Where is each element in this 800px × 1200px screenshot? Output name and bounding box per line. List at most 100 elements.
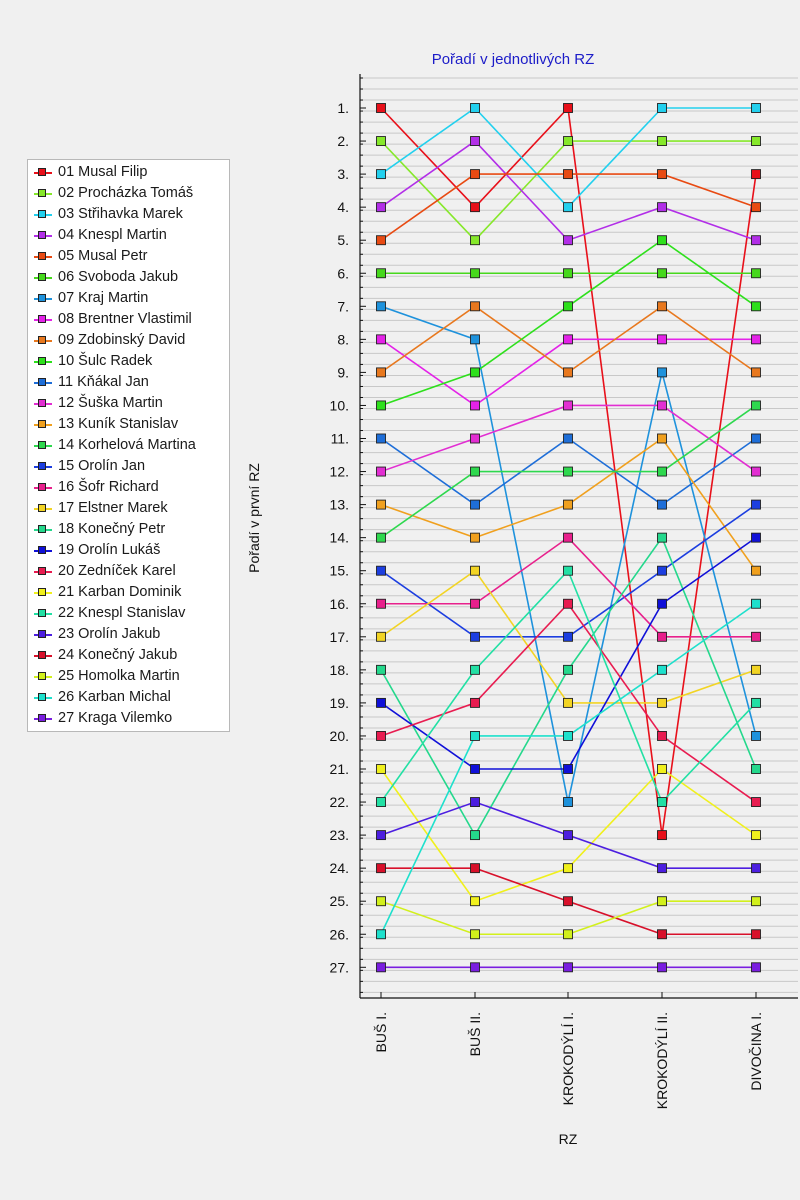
legend-marker	[38, 357, 46, 365]
y-tick-label: 10.	[330, 397, 349, 413]
legend-item: 24 Konečný Jakub	[32, 645, 229, 666]
legend-marker	[38, 693, 46, 701]
legend-item: 15 Orolín Jan	[32, 456, 229, 477]
data-point	[657, 103, 667, 113]
data-point	[376, 367, 386, 378]
axes	[359, 74, 798, 999]
data-point	[470, 797, 480, 807]
legend-item: 27 Kraga Vilemko	[32, 708, 229, 729]
y-tick-label: 4.	[337, 199, 349, 215]
data-point	[563, 466, 573, 477]
legend-item: 17 Elstner Marek	[32, 498, 229, 519]
data-point	[751, 896, 761, 907]
data-point	[470, 136, 480, 147]
data-point	[563, 830, 573, 841]
data-point	[751, 334, 761, 345]
legend-label: 11 Kňákal Jan	[58, 374, 149, 390]
legend-item: 08 Brentner Vlastimil	[32, 309, 229, 330]
y-tick-label: 1.	[337, 100, 349, 116]
legend-item: 26 Karban Michal	[32, 687, 229, 708]
data-point	[751, 268, 761, 279]
series-line	[380, 139, 757, 242]
data-point	[376, 202, 386, 213]
data-point	[470, 830, 480, 841]
data-point	[563, 896, 573, 907]
data-point	[563, 697, 573, 708]
y-tick-label: 12.	[330, 464, 349, 480]
data-point	[657, 400, 667, 411]
data-point	[376, 731, 386, 741]
data-point	[470, 962, 480, 973]
data-point	[563, 499, 573, 510]
legend-marker	[38, 231, 46, 239]
legend-label: 18 Konečný Petr	[58, 521, 166, 537]
legend-label: 26 Karban Michal	[58, 689, 171, 705]
data-point	[376, 631, 386, 642]
data-point	[751, 731, 761, 741]
data-point	[563, 962, 573, 973]
legend-label: 25 Homolka Martin	[58, 668, 180, 684]
legend-item: 07 Kraj Martin	[32, 288, 229, 309]
data-point	[563, 334, 573, 345]
y-tick-label: 23.	[330, 827, 349, 843]
grid-lines	[361, 77, 798, 993]
series-line	[380, 106, 756, 209]
legend-marker	[38, 462, 46, 470]
legend-label: 16 Šofr Richard	[58, 479, 159, 495]
data-point	[657, 268, 667, 279]
x-tick-label: BUŠ II.	[467, 1012, 483, 1056]
legend-marker	[38, 567, 46, 575]
legend-marker	[38, 714, 46, 722]
data-point	[563, 929, 573, 940]
data-point	[751, 367, 761, 378]
data-point	[657, 697, 667, 708]
legend-item: 25 Homolka Martin	[32, 666, 229, 687]
data-point	[376, 764, 386, 774]
legend-label: 12 Šuška Martin	[58, 395, 163, 411]
data-point	[751, 532, 761, 543]
legend-label: 09 Zdobinský David	[58, 332, 186, 348]
legend-item: 01 Musal Filip	[32, 162, 229, 183]
legend-marker	[38, 483, 46, 491]
series-markers	[376, 103, 761, 973]
legend-label: 23 Orolín Jakub	[58, 626, 161, 642]
legend-item: 20 Zedníček Karel	[32, 561, 229, 582]
data-point	[376, 499, 386, 510]
data-point	[657, 764, 667, 774]
data-point	[470, 565, 480, 576]
legend-label: 08 Brentner Vlastimil	[58, 311, 192, 327]
data-point	[470, 367, 480, 378]
data-point	[751, 169, 761, 180]
data-point	[751, 830, 761, 841]
legend-marker	[38, 168, 46, 176]
y-tick-label: 27.	[330, 959, 349, 975]
data-point	[563, 235, 573, 246]
chart-title: Pořadí v jednotlivých RZ	[432, 51, 595, 68]
y-tick-label: 19.	[330, 695, 349, 711]
legend-item: 18 Konečný Petr	[32, 519, 229, 540]
data-point	[563, 598, 573, 609]
y-tick-label: 22.	[330, 794, 349, 810]
legend-label: 07 Kraj Martin	[58, 290, 149, 306]
data-point	[376, 896, 386, 907]
data-point	[376, 136, 386, 147]
data-point	[657, 631, 667, 642]
legend-item: 06 Svoboda Jakub	[32, 267, 229, 288]
y-tick-label: 8.	[337, 331, 349, 347]
legend: 01 Musal Filip 02 Procházka Tomáš 03 Střih…	[27, 159, 230, 732]
legend-item: 05 Musal Petr	[32, 246, 229, 267]
legend-label: 13 Kuník Stanislav	[58, 416, 179, 432]
legend-item: 22 Knespl Stanislav	[32, 603, 229, 624]
legend-item: 12 Šuška Martin	[32, 393, 229, 414]
y-axis-label: Pořadí v první RZ	[246, 463, 262, 573]
data-point	[563, 764, 573, 774]
data-point	[376, 697, 386, 708]
data-point	[657, 235, 667, 246]
data-point	[470, 202, 480, 213]
legend-marker	[38, 420, 46, 428]
legend-marker	[38, 651, 46, 659]
data-point	[751, 863, 761, 874]
data-point	[470, 697, 480, 708]
data-point	[563, 532, 573, 543]
data-point	[657, 169, 667, 180]
